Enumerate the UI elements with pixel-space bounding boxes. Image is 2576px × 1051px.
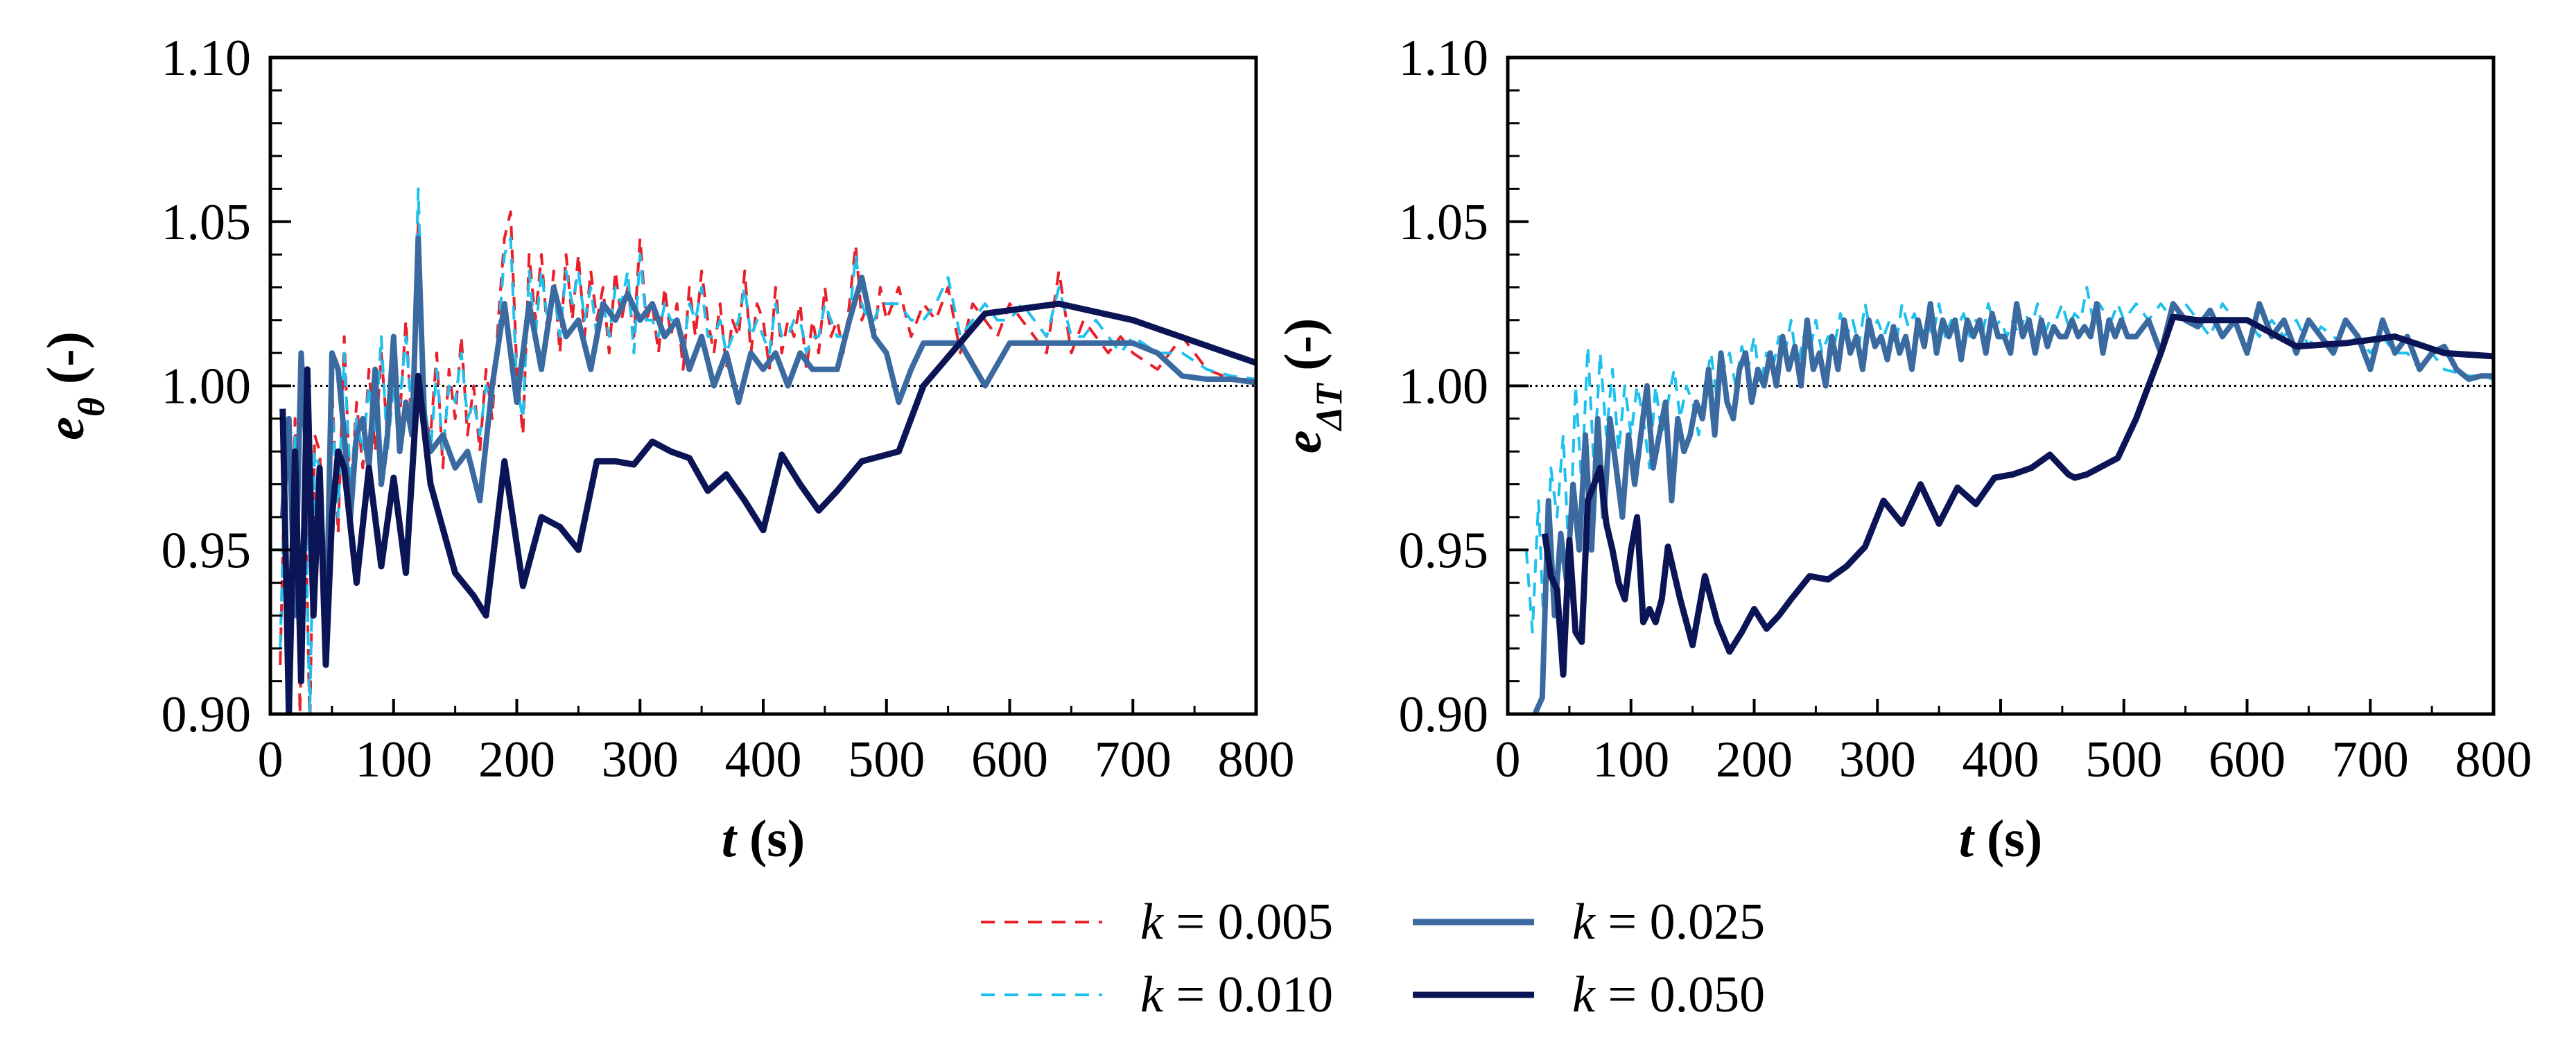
y-tick-label: 1.10	[1399, 30, 1489, 87]
legend: k = 0.005 k = 0.010 k = 0.025 k = 0.050	[981, 894, 1765, 1023]
y-tick-label: 0.95	[1399, 522, 1489, 579]
x-tick-label: 0	[258, 731, 284, 788]
x-tick-label: 300	[602, 731, 679, 788]
y-tick-label: 1.10	[162, 30, 252, 87]
y-tick-label: 1.00	[162, 358, 252, 415]
x-tick-label: 800	[2455, 731, 2532, 788]
x-tick-label: 600	[2209, 731, 2286, 788]
y-tick-label: 1.05	[162, 194, 252, 251]
y-axis-title: eθ (-)	[37, 331, 112, 440]
x-axis-title: t (s)	[1959, 810, 2042, 868]
series-line-k-0-050	[279, 300, 1256, 714]
y-tick-label: 0.90	[162, 686, 252, 743]
series-line-k-0-025	[1532, 301, 2494, 714]
series-line-k-0-005	[1533, 302, 2494, 714]
legend-item: k = 0.005	[981, 894, 1333, 950]
x-tick-label: 200	[478, 731, 555, 788]
x-tick-label: 100	[1592, 731, 1669, 788]
x-tick-label: 500	[2085, 731, 2162, 788]
chart-panel-right: 0 100 200 300 400 500 600 700 800 0.90 0.95 1.00 1.0…	[1274, 30, 2532, 868]
x-tick-label: 500	[848, 731, 925, 788]
legend-label: k = 0.010	[1140, 966, 1333, 1023]
y-axis-title: eΔT (-)	[1274, 318, 1350, 454]
x-tick-label: 800	[1218, 731, 1295, 788]
y-tick-label: 0.90	[1399, 686, 1489, 743]
series-line-k-0-025	[279, 235, 1256, 652]
legend-label: k = 0.005	[1140, 894, 1333, 950]
legend-label: k = 0.050	[1572, 966, 1765, 1023]
legend-item: k = 0.010	[981, 966, 1333, 1023]
x-tick-label: 600	[971, 731, 1048, 788]
x-tick-label: 200	[1716, 731, 1793, 788]
y-tick-label: 1.00	[1399, 358, 1489, 415]
x-tick-label: 100	[355, 731, 432, 788]
legend-item: k = 0.025	[1413, 894, 1765, 950]
x-tick-label: 300	[1839, 731, 1916, 788]
x-tick-label: 400	[1963, 731, 2039, 788]
x-tick-label: 400	[725, 731, 802, 788]
chart-panel-left: 0 100 200 300 400 500 600 700 800 0.90 0.95 1.00 1.0…	[37, 30, 1295, 868]
legend-item: k = 0.050	[1413, 966, 1765, 1023]
series-line-k-0-010	[1524, 286, 2494, 650]
y-tick-label: 0.95	[162, 522, 252, 579]
x-axis-title: t (s)	[722, 810, 805, 868]
y-tick-label: 1.05	[1399, 194, 1489, 251]
x-tick-label: 700	[1095, 731, 1172, 788]
legend-label: k = 0.025	[1572, 894, 1765, 950]
series-line-k-0-050	[1541, 313, 2494, 678]
x-tick-label: 0	[1495, 731, 1521, 788]
x-tick-label: 700	[2332, 731, 2409, 788]
